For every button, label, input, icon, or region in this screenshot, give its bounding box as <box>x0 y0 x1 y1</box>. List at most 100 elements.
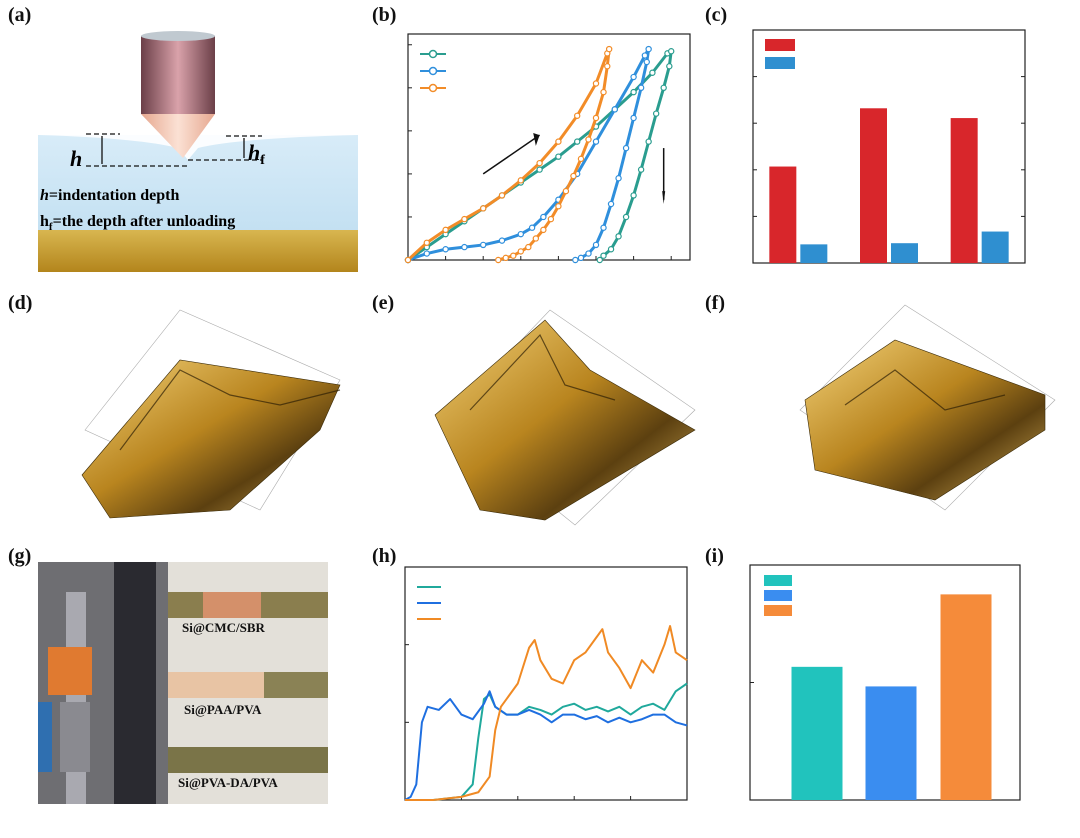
legend-swatch-1 <box>764 590 792 601</box>
data-point <box>555 202 562 210</box>
loading-arrowhead <box>533 133 540 146</box>
data-point <box>660 84 667 92</box>
h-symbol: h <box>70 146 82 171</box>
afm-surface <box>81 359 341 519</box>
peeled-area-1 <box>203 592 261 618</box>
data-point <box>532 235 540 242</box>
data-point <box>622 213 630 221</box>
data-point <box>630 114 637 122</box>
tester-column <box>114 562 156 804</box>
legend-swatch-2 <box>764 605 792 616</box>
afm-ridge <box>119 369 341 451</box>
legend-marker-2 <box>428 83 438 93</box>
data-point <box>498 192 506 199</box>
data-point <box>600 88 607 96</box>
panel-label-c: (c) <box>705 4 728 26</box>
indenter-top <box>141 31 215 41</box>
data-point <box>461 243 468 251</box>
photo-label-1: Si@CMC/SBR <box>182 620 265 635</box>
bar-hardness <box>800 244 828 263</box>
bar-reduced-modulus <box>950 118 978 263</box>
data-point <box>615 233 622 240</box>
legend-swatch-0 <box>765 39 795 51</box>
sample-strip-3 <box>168 747 328 773</box>
chart-h-peeling-curves <box>404 566 688 801</box>
peel-bar-1 <box>865 686 917 800</box>
panel-label-i: (i) <box>705 545 724 567</box>
series-line-2 <box>405 625 688 801</box>
depth-markers <box>86 133 262 167</box>
panel-label-a: (a) <box>8 4 32 26</box>
data-point <box>572 256 579 264</box>
chart-b-frame <box>407 33 691 261</box>
data-point <box>573 138 581 145</box>
legend-swatch-0 <box>764 575 792 586</box>
data-point <box>502 254 509 262</box>
panel-label-b: (b) <box>372 4 397 26</box>
afm-surface <box>804 339 1046 501</box>
data-point <box>600 224 607 231</box>
data-point <box>604 63 611 70</box>
peel-bar-2 <box>940 594 992 800</box>
photo-label-2: Si@PAA/PVA <box>184 702 262 717</box>
data-point <box>555 153 562 160</box>
bar-hardness <box>891 243 918 263</box>
indentation-schematic: h hf h=indentation depth hf=the depth af… <box>38 31 358 272</box>
data-point <box>585 250 592 257</box>
data-point <box>570 172 577 180</box>
bar-hardness <box>981 231 1009 263</box>
panel-label-g: (g) <box>8 545 32 567</box>
data-point <box>525 243 532 251</box>
data-point <box>423 239 431 246</box>
indenter-tip <box>141 114 215 158</box>
data-point <box>641 52 649 59</box>
data-point <box>536 159 543 167</box>
h-definition: h=indentation depth <box>40 187 179 204</box>
data-point <box>611 106 618 113</box>
data-point <box>555 138 562 145</box>
series-line-1 <box>404 690 688 801</box>
data-point <box>573 112 581 119</box>
data-point <box>622 144 630 152</box>
data-point <box>540 213 547 221</box>
peel-test-photo: Si@CMC/SBR Si@PAA/PVA Si@PVA-DA/PVA <box>38 562 328 804</box>
data-point <box>607 200 615 208</box>
afm-surface <box>434 319 696 521</box>
series-line-0 <box>405 682 688 801</box>
panel-label-e: (e) <box>372 292 395 314</box>
chart-c-frame <box>752 29 1026 264</box>
data-point <box>607 246 615 253</box>
data-point <box>510 252 517 259</box>
data-point <box>540 226 547 234</box>
chart-h-frame <box>404 566 688 801</box>
data-point <box>442 226 449 234</box>
data-point <box>666 63 673 70</box>
tester-rod <box>66 592 86 804</box>
panel-label-h: (h) <box>372 545 397 567</box>
peeled-area-2 <box>168 672 264 698</box>
data-point <box>547 215 555 223</box>
chart-i-peeling-bars <box>749 564 1021 801</box>
bar-reduced-modulus <box>860 108 887 264</box>
data-point <box>495 256 502 264</box>
legend-marker-1 <box>428 66 438 76</box>
legend-marker-0 <box>428 49 438 59</box>
data-point <box>630 88 637 96</box>
afm-ridge <box>844 369 1006 411</box>
data-point <box>592 138 600 145</box>
data-point <box>577 155 585 163</box>
data-point <box>577 254 585 262</box>
series-line-2 <box>406 47 611 262</box>
hf-definition: hf=the depth after unloading <box>40 213 235 233</box>
substrate <box>38 230 358 272</box>
data-point <box>605 45 613 53</box>
data-point <box>668 48 675 55</box>
data-point <box>600 252 607 259</box>
data-point <box>479 205 487 212</box>
data-point <box>615 175 622 182</box>
data-point <box>592 241 600 249</box>
data-point <box>649 69 656 76</box>
data-point <box>461 215 468 223</box>
photo-label-3: Si@PVA-DA/PVA <box>178 775 278 790</box>
data-point <box>637 166 645 173</box>
